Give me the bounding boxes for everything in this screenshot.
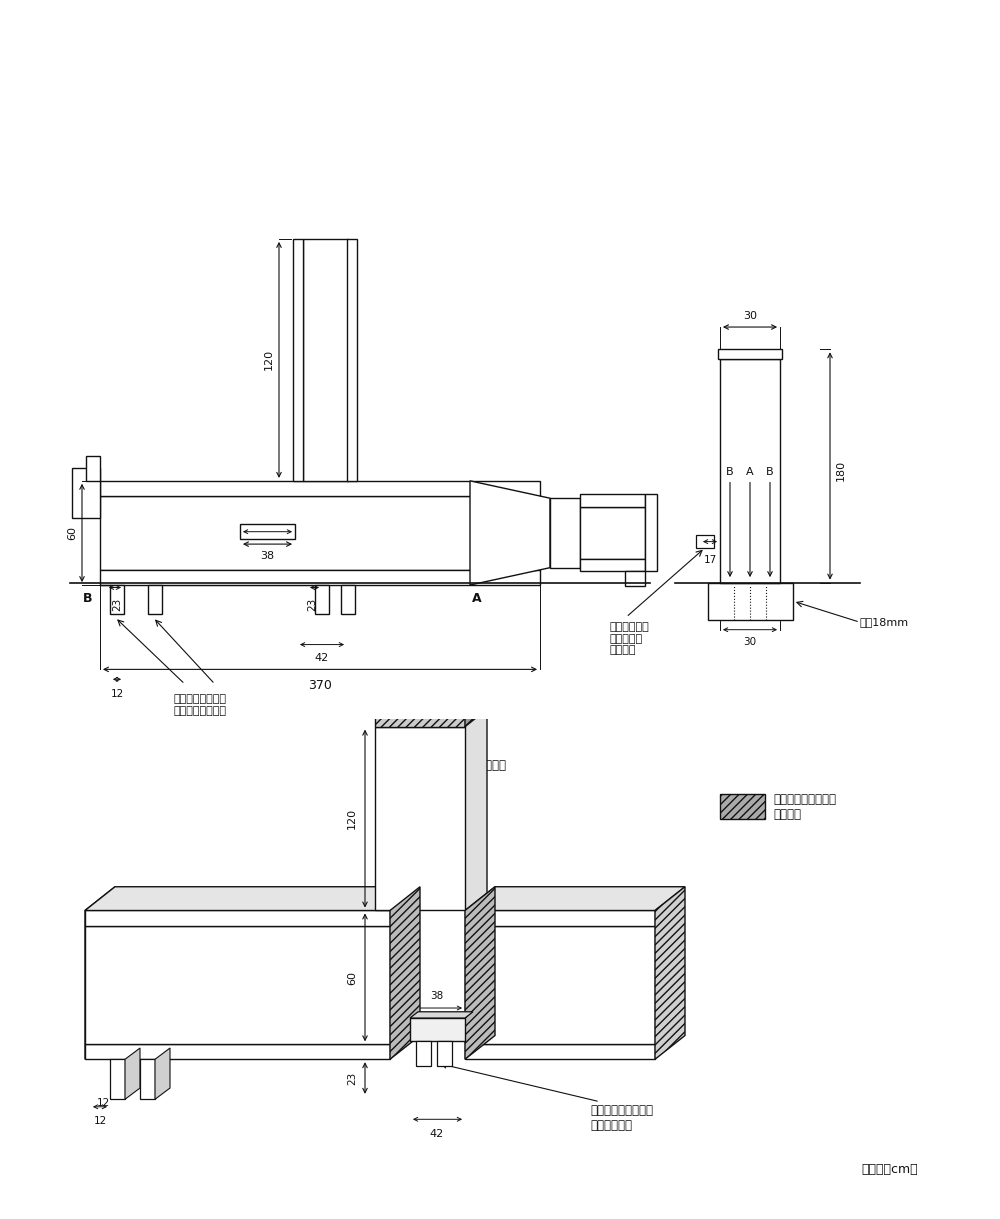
Text: 180: 180 — [836, 461, 846, 482]
Bar — [718, 350, 782, 360]
Text: 板厚18mm: 板厚18mm — [860, 617, 909, 628]
Bar — [86, 456, 100, 480]
Text: A: A — [746, 467, 754, 477]
Bar — [110, 1059, 125, 1100]
Bar — [85, 911, 390, 925]
Text: B: B — [82, 592, 92, 606]
Text: A: A — [472, 592, 482, 606]
Bar — [375, 727, 465, 911]
Polygon shape — [655, 886, 685, 1059]
Polygon shape — [390, 886, 420, 1059]
Bar — [410, 1018, 465, 1041]
Bar — [293, 239, 303, 480]
Polygon shape — [465, 674, 487, 911]
Bar — [240, 524, 295, 539]
Polygon shape — [465, 886, 495, 1059]
Bar — [720, 360, 780, 583]
Text: 120: 120 — [264, 350, 274, 371]
Bar — [100, 496, 540, 570]
Bar — [550, 499, 580, 568]
Text: 42: 42 — [430, 1129, 444, 1140]
Text: 30: 30 — [743, 638, 757, 647]
Polygon shape — [85, 1045, 390, 1059]
Text: 120: 120 — [347, 808, 357, 829]
Bar — [580, 560, 645, 572]
Bar — [341, 585, 355, 613]
Text: 38: 38 — [260, 551, 275, 562]
Bar — [110, 585, 124, 613]
Polygon shape — [85, 886, 420, 911]
Bar — [708, 583, 793, 619]
Bar — [465, 911, 655, 925]
Bar — [148, 585, 162, 613]
Text: 災害発生時被災者が
マスキングテープを貼っていた箇所: 災害発生時被災者が マスキングテープを貼っていた箇所 — [394, 745, 506, 772]
Polygon shape — [85, 886, 115, 1059]
Text: （単位：cm）: （単位：cm） — [862, 1163, 918, 1176]
Bar — [625, 572, 645, 586]
Text: 被災者が足を
掛けていた
プレード: 被災者が足を 掛けていた プレード — [610, 622, 650, 656]
Text: 被災者が足を掛けて
いたプレート: 被災者が足を掛けて いたプレート — [590, 1104, 653, 1132]
Text: 60: 60 — [347, 972, 357, 985]
Bar — [416, 1041, 431, 1065]
Text: 23: 23 — [347, 1072, 357, 1085]
Text: 17: 17 — [703, 556, 717, 566]
Polygon shape — [155, 1048, 170, 1100]
Text: 370: 370 — [308, 679, 332, 692]
Bar — [347, 239, 357, 480]
Polygon shape — [465, 886, 685, 911]
Bar — [100, 570, 540, 585]
Bar — [720, 795, 765, 819]
Text: 17: 17 — [393, 1040, 407, 1050]
Polygon shape — [125, 1048, 140, 1100]
Text: 12: 12 — [93, 1115, 107, 1125]
Text: 鉄骨柱部材が自立
した時の設置部分: 鉄骨柱部材が自立 した時の設置部分 — [174, 694, 226, 716]
Text: B: B — [726, 467, 734, 477]
Polygon shape — [470, 480, 550, 585]
Bar — [315, 585, 329, 613]
Bar — [465, 1045, 655, 1059]
Text: 60: 60 — [67, 525, 77, 540]
Text: 23: 23 — [112, 597, 122, 611]
Bar — [100, 480, 540, 496]
Text: 42: 42 — [315, 653, 329, 663]
Bar — [465, 925, 655, 1045]
Bar — [85, 925, 390, 1045]
Polygon shape — [375, 674, 487, 691]
Bar — [303, 239, 348, 480]
Bar — [580, 507, 645, 560]
Bar — [72, 468, 100, 518]
Text: マスキングテープを
貼る箇所: マスキングテープを 貼る箇所 — [773, 792, 836, 820]
Text: 38: 38 — [430, 991, 444, 1001]
Text: 12: 12 — [110, 689, 124, 700]
Polygon shape — [410, 1012, 473, 1018]
Bar — [140, 1059, 155, 1100]
Text: 12: 12 — [96, 1098, 110, 1108]
Bar — [437, 1041, 452, 1065]
Text: 30: 30 — [743, 311, 757, 321]
Bar — [696, 535, 714, 547]
Polygon shape — [465, 674, 487, 727]
Bar — [375, 691, 465, 727]
Bar — [645, 495, 657, 572]
Text: 23: 23 — [307, 597, 317, 611]
Bar — [580, 495, 645, 507]
Text: B: B — [766, 467, 774, 477]
